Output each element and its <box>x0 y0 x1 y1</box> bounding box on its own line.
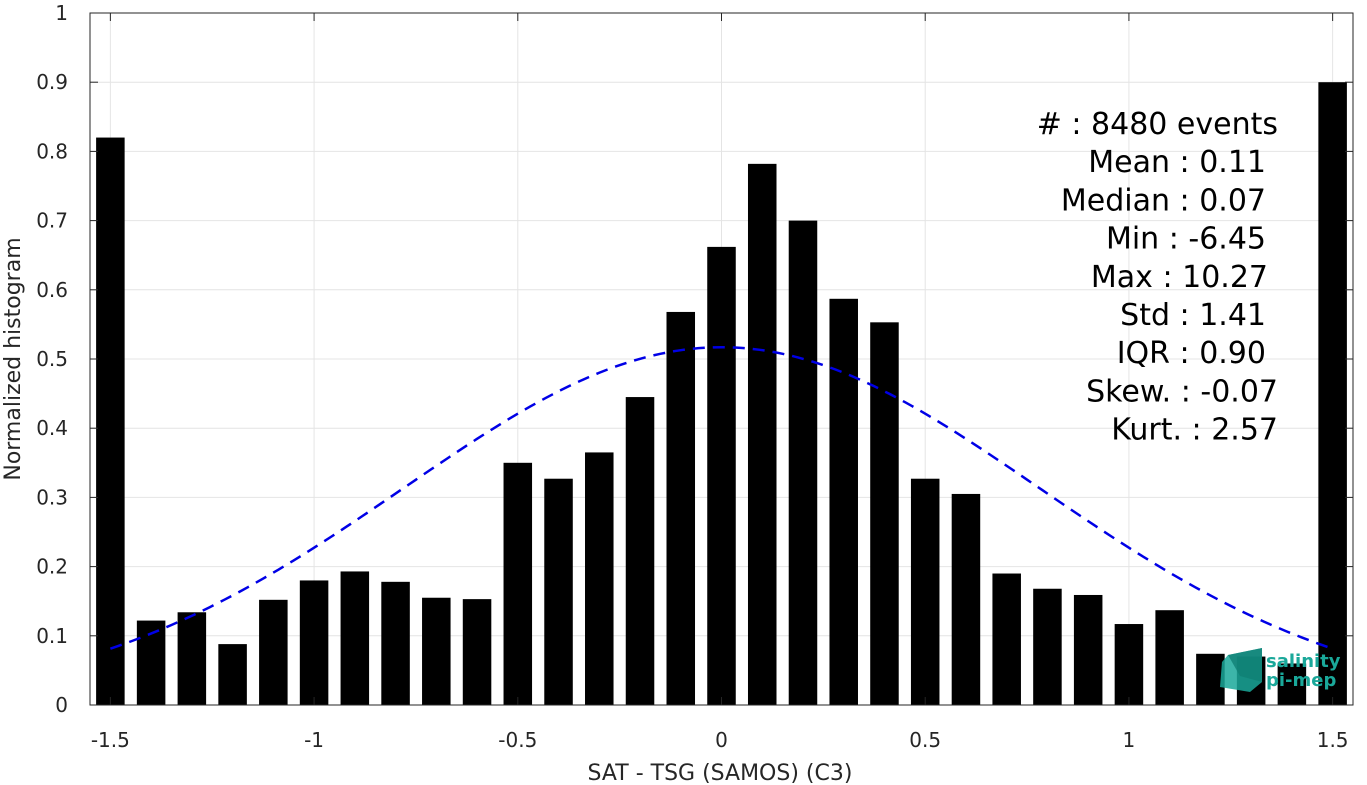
x-tick-label: 1.5 <box>1317 728 1349 752</box>
histogram-bar <box>503 462 533 705</box>
y-tick-label: 0 <box>55 693 68 717</box>
x-axis-title: SAT - TSG (SAMOS) (C3) <box>588 761 853 785</box>
salinity-pi-mep-logo: salinity pi-mep <box>1220 648 1341 692</box>
y-tick-label: 0.7 <box>36 209 68 233</box>
x-tick-label: -1 <box>304 728 324 752</box>
y-tick-label: 0.1 <box>36 624 68 648</box>
y-tick-label: 0.5 <box>36 347 68 371</box>
histogram-bar <box>747 163 777 705</box>
histogram-bar <box>1277 663 1307 705</box>
stat-line: Std : 1.41 <box>1120 298 1266 333</box>
histogram-bar <box>1196 653 1225 705</box>
histogram-bar <box>1114 624 1144 705</box>
histogram-bar <box>1073 594 1103 705</box>
logo-text-line2: pi-mep <box>1266 670 1336 691</box>
histogram-bar <box>299 580 329 705</box>
stat-line: Mean : 0.11 <box>1088 145 1266 180</box>
y-tick-label: 0.2 <box>36 555 68 579</box>
histogram-bar <box>177 612 207 705</box>
histogram-bar <box>992 573 1021 705</box>
bars-group <box>96 82 1347 705</box>
x-tick-label: 1 <box>1123 728 1136 752</box>
y-tick-label: 0.6 <box>36 278 68 302</box>
histogram-bar <box>788 220 818 705</box>
histogram-bar <box>1318 82 1347 705</box>
histogram-bar <box>544 478 573 705</box>
histogram-bar <box>625 397 655 705</box>
logo-text-line1: salinity <box>1266 651 1341 672</box>
y-tick-label: 0.4 <box>36 416 68 440</box>
histogram-bar <box>422 597 451 705</box>
logo-cube-shade <box>1228 648 1262 682</box>
histogram-bar <box>340 571 370 705</box>
y-axis-title: Normalized histogram <box>1 237 26 480</box>
x-tick-label: 0.5 <box>909 728 941 752</box>
stat-line: Max : 10.27 <box>1091 260 1268 295</box>
stat-line: Min : -6.45 <box>1106 222 1266 257</box>
x-tick-label: 0 <box>715 728 728 752</box>
stat-line: IQR : 0.90 <box>1117 336 1266 371</box>
histogram-bar <box>870 322 899 705</box>
histogram-bar <box>707 246 736 705</box>
x-tick-label: -0.5 <box>498 728 537 752</box>
histogram-bar <box>910 478 940 705</box>
histogram-bar <box>829 298 858 705</box>
axis-ticks: -1.5 -1 -0.5 0 0.5 1 1.5 0 0.1 0.2 0.3 0.4 0.5 0.6 0.7… <box>36 1 1353 752</box>
histogram-bar <box>666 311 696 705</box>
stat-line: Kurt. : 2.57 <box>1111 413 1278 448</box>
fit-curve-group <box>109 345 1334 650</box>
histogram-bar <box>96 137 125 705</box>
y-tick-label: 0.8 <box>36 139 68 163</box>
histogram-bar <box>218 644 247 705</box>
stat-line: # : 8480 events <box>1037 107 1278 142</box>
stat-line: Skew. : -0.07 <box>1086 374 1278 409</box>
histogram-bar <box>951 493 981 705</box>
histogram-bar <box>585 452 614 705</box>
histogram-bar <box>259 599 288 705</box>
histogram-bar <box>1033 588 1062 705</box>
histogram-bar <box>462 599 492 705</box>
histogram-bar <box>1155 610 1184 705</box>
y-tick-label: 1 <box>55 1 68 25</box>
stat-line: Median : 0.07 <box>1061 183 1266 218</box>
x-tick-label: -1.5 <box>91 728 130 752</box>
y-tick-label: 0.3 <box>36 485 68 509</box>
normal-fit-curve <box>109 345 1334 650</box>
histogram-bar <box>381 581 410 705</box>
y-tick-label: 0.9 <box>36 70 68 94</box>
